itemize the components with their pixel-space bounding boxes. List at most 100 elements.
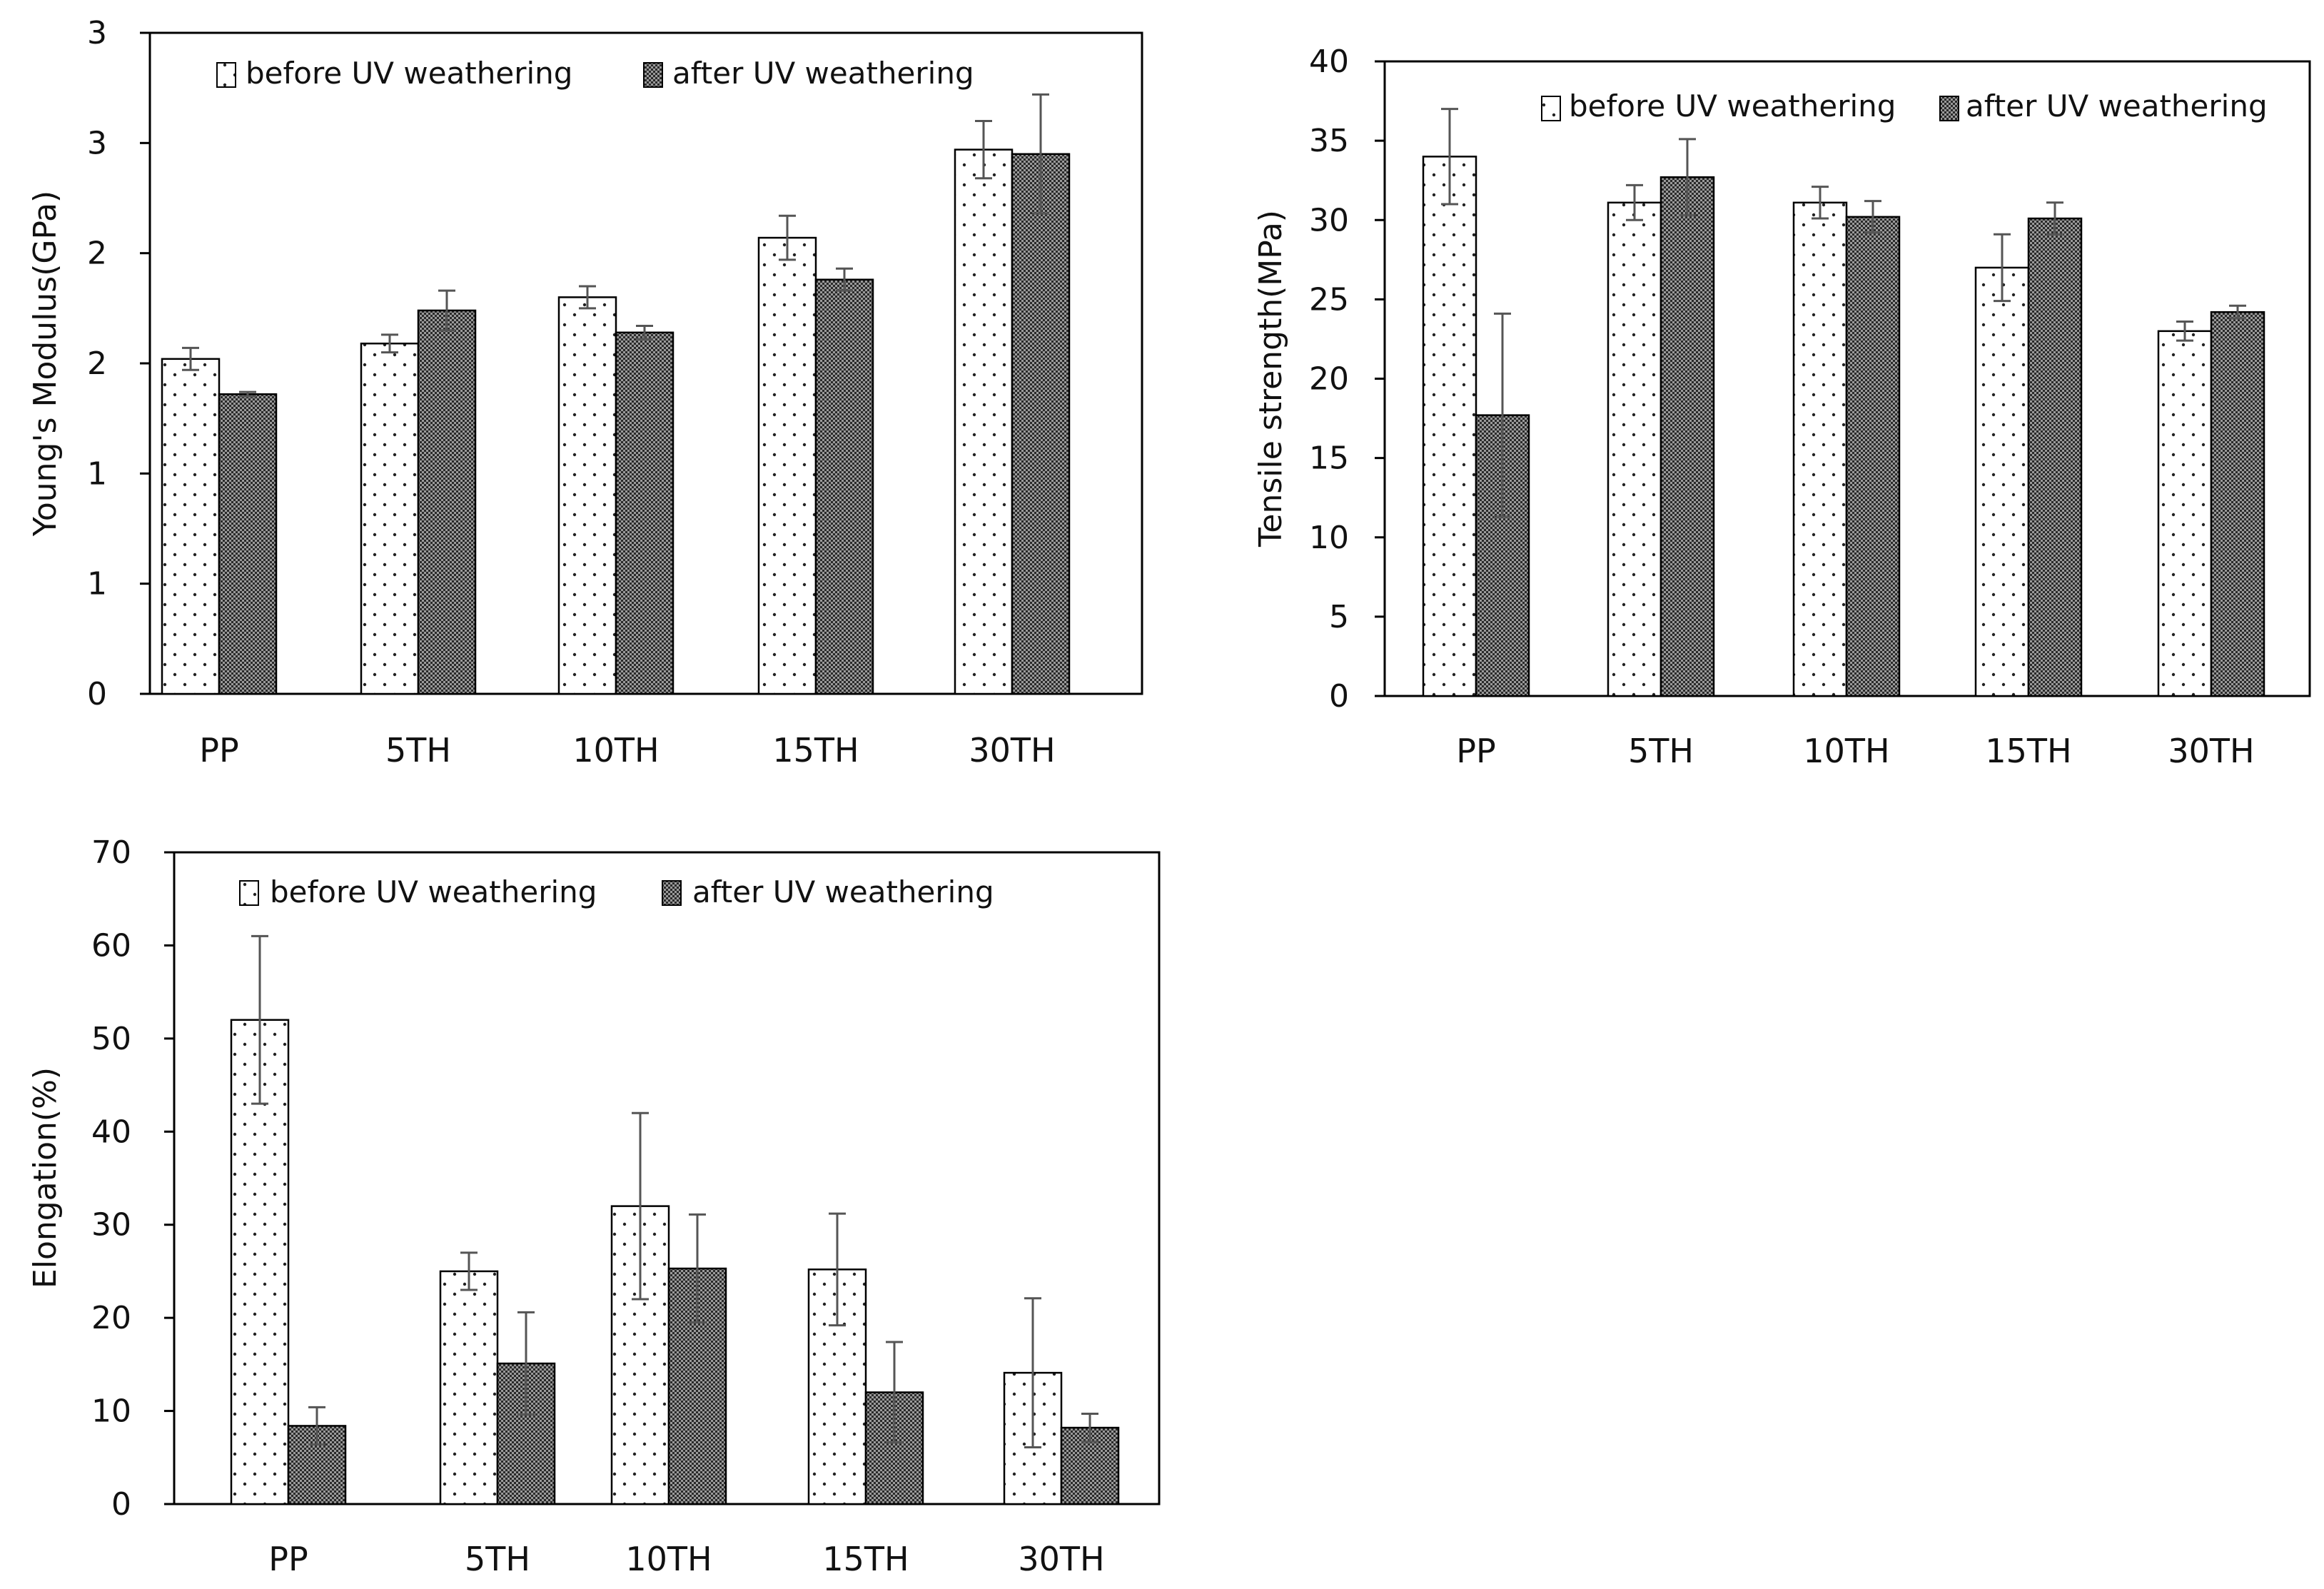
error-bar-before-10th	[579, 285, 596, 310]
legend-label-before: before UV weathering	[1569, 89, 1896, 123]
legend: before UV weathering after UV weathering	[1541, 89, 2268, 123]
y-tick-label: 2	[87, 345, 107, 382]
bar-before-pp	[1422, 156, 1477, 697]
x-category-label: PP	[199, 731, 238, 770]
error-bar-before-30th	[2176, 320, 2193, 342]
error-bar-before-30th	[975, 119, 992, 180]
x-category-label: 30TH	[1018, 1540, 1104, 1578]
x-category-labels: PP 5TH 10TH 15TH 30TH	[199, 731, 1055, 770]
error-bar-after-5th	[438, 289, 455, 332]
error-bar-after-pp	[239, 390, 256, 398]
error-bar-after-15th	[886, 1341, 903, 1444]
bar-before-30th	[2157, 330, 2213, 697]
x-category-label: 5TH	[1628, 732, 1694, 770]
x-category-label: 30TH	[969, 731, 1055, 770]
error-bar-before-5th	[460, 1251, 478, 1291]
x-category-label: 10TH	[572, 731, 659, 770]
bar-before-pp	[161, 358, 221, 695]
bar-after-pp	[218, 393, 278, 695]
error-bar-after-30th	[1081, 1412, 1098, 1443]
error-bar-before-pp	[182, 346, 199, 371]
legend-swatch-before	[239, 880, 259, 906]
error-bar-before-15th	[779, 214, 796, 261]
y-axis-label: Young's Modulus(GPa)	[27, 191, 64, 537]
error-bars	[1441, 108, 2246, 518]
bar-after-10th	[1845, 216, 1901, 697]
x-category-label: 5TH	[465, 1540, 530, 1578]
bar-after-30th	[2210, 311, 2265, 697]
youngs-modulus-chart: Young's Modulus(GPa) 0 1 1 2 2 3 3 PP 5TH 10TH 15…	[27, 15, 1143, 770]
bar-before-10th	[1792, 201, 1848, 697]
tensile-strength-chart: Tensile strength(MPa) 0 5 10 15 20 25 30 35 40 P…	[1253, 44, 2311, 770]
y-tick-label: 5	[1329, 599, 1349, 635]
y-tick-label: 50	[91, 1021, 131, 1057]
y-tick-labels: 0 1 1 2 2 3 3	[87, 15, 150, 712]
error-bar-before-30th	[1024, 1297, 1041, 1448]
bar-after-5th	[417, 309, 477, 695]
error-bar-after-5th	[517, 1311, 535, 1416]
x-category-labels: PP 5TH 10TH 15TH 30TH	[1456, 732, 2254, 770]
legend-label-after: after UV weathering	[1966, 89, 2268, 123]
x-category-labels: PP 5TH 10TH 15TH 30TH	[268, 1540, 1104, 1578]
y-axis-label: Tensile strength(MPa)	[1253, 210, 1289, 548]
bar-series	[230, 1019, 1120, 1505]
x-category-label: 15TH	[1985, 732, 2071, 770]
legend-label-after: after UV weathering	[672, 56, 974, 91]
legend-swatch-before	[1541, 96, 1561, 121]
error-bar-before-15th	[1994, 233, 2011, 303]
y-tick-label: 3	[87, 15, 107, 51]
error-bar-after-30th	[2229, 304, 2246, 320]
error-bar-after-pp	[308, 1406, 325, 1446]
x-category-label: 5TH	[385, 731, 451, 770]
x-category-label: 10TH	[1803, 732, 1889, 770]
error-bar-after-pp	[1494, 312, 1511, 518]
y-tick-label: 35	[1309, 123, 1349, 159]
x-category-label: 15TH	[822, 1540, 909, 1578]
legend: before UV weathering after UV weathering	[216, 56, 974, 91]
bar-before-10th	[557, 296, 617, 695]
error-bars	[251, 934, 1098, 1448]
error-bar-after-10th	[1864, 200, 1881, 234]
bar-before-5th	[1607, 201, 1662, 697]
legend-swatch-before	[216, 62, 236, 88]
y-tick-label: 20	[1309, 361, 1349, 398]
error-bar-before-10th	[1812, 186, 1829, 220]
error-bar-after-15th	[836, 267, 853, 292]
error-bar-before-5th	[381, 333, 398, 354]
y-tick-label: 25	[1309, 281, 1349, 318]
bar-series	[161, 148, 1071, 695]
legend-swatch-after	[1939, 96, 1959, 121]
x-category-label: 15TH	[772, 731, 859, 770]
error-bars	[182, 93, 1049, 398]
bar-before-5th	[439, 1270, 499, 1505]
elongation-chart: Elongation(%) 0 10 20 30 40 50 60 70 PP 5TH 10TH 1…	[27, 834, 1161, 1578]
y-tick-label: 15	[1309, 440, 1349, 477]
y-tick-label: 20	[91, 1300, 131, 1336]
x-category-label: 30TH	[2168, 732, 2254, 770]
y-tick-label: 0	[1329, 678, 1349, 715]
y-tick-label: 10	[1309, 520, 1349, 556]
bar-after-15th	[814, 278, 874, 695]
x-category-label: 10TH	[625, 1540, 712, 1578]
y-tick-label: 70	[91, 834, 131, 871]
legend-label-before: before UV weathering	[246, 56, 572, 91]
error-bar-after-15th	[2046, 201, 2063, 236]
y-tick-label: 0	[87, 676, 107, 712]
error-bar-after-30th	[1032, 93, 1049, 215]
y-tick-labels: 0 10 20 30 40 50 60 70	[91, 834, 174, 1523]
y-tick-label: 1	[87, 455, 107, 492]
y-tick-label: 3	[87, 125, 107, 161]
y-axis-label: Elongation(%)	[27, 1067, 64, 1288]
error-bar-before-pp	[251, 934, 268, 1105]
error-bar-before-5th	[1626, 183, 1643, 221]
bar-after-15th	[2027, 217, 2083, 697]
legend-swatch-after	[643, 62, 663, 88]
error-bar-before-10th	[632, 1111, 649, 1301]
error-bar-before-pp	[1441, 108, 1458, 206]
bar-after-5th	[1659, 176, 1715, 697]
y-tick-label: 2	[87, 236, 107, 272]
y-tick-label: 30	[1309, 202, 1349, 238]
y-tick-label: 40	[1309, 44, 1349, 80]
y-tick-label: 60	[91, 927, 131, 964]
y-tick-label: 1	[87, 566, 107, 602]
